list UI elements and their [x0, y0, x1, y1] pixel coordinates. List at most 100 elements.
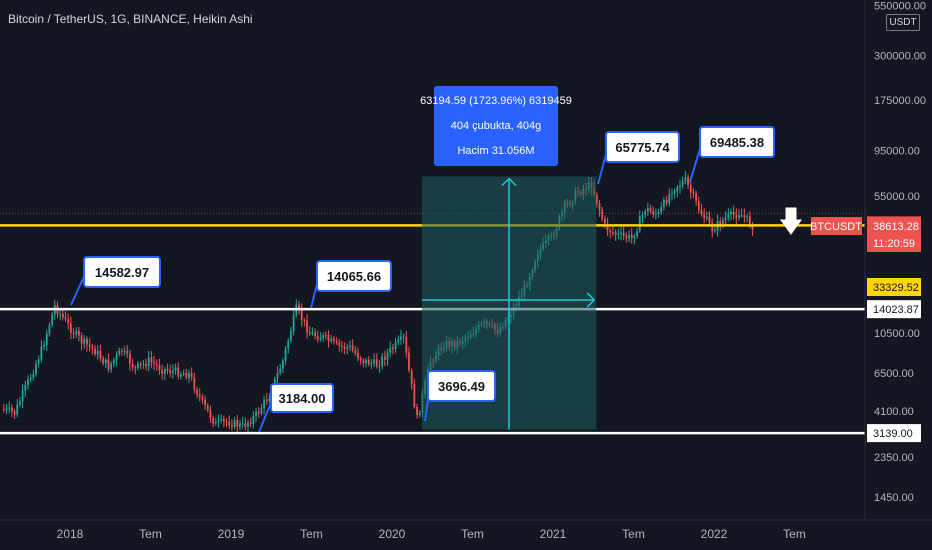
candle-body	[13, 411, 16, 415]
candle-body	[408, 352, 410, 371]
candle-body	[59, 313, 62, 315]
candle-body	[625, 235, 628, 239]
candle-body	[287, 340, 290, 349]
candle-body	[724, 217, 727, 221]
candle-body	[217, 420, 220, 422]
time-tick-label: 2018	[57, 527, 84, 541]
time-axis-bg	[0, 520, 932, 550]
candle-body	[746, 216, 748, 218]
candle-body	[332, 338, 335, 341]
candle-body	[394, 342, 397, 350]
candle-body	[5, 408, 8, 410]
candle-body	[719, 221, 722, 226]
candle-body	[265, 399, 268, 401]
markers-layer: BTCUSDT	[780, 207, 862, 235]
candle-body	[94, 348, 96, 355]
current-price-tag-label: 33329.52	[873, 282, 919, 294]
candle-body	[314, 332, 316, 336]
candle-body	[209, 410, 212, 418]
candle-body	[697, 201, 700, 211]
candle-body	[649, 208, 652, 212]
candle-body	[171, 370, 174, 373]
candle-body	[107, 359, 110, 370]
candle-body	[257, 411, 260, 414]
candle-body	[231, 425, 233, 427]
candle-body	[86, 338, 88, 345]
candle-body	[241, 423, 244, 425]
chart-title: Bitcoin / TetherUS, 1G, BINANCE, Heikin …	[8, 12, 253, 26]
candle-body	[67, 319, 70, 324]
callout-label: 14065.66	[327, 269, 381, 284]
candle-body	[233, 419, 236, 427]
candle-body	[330, 338, 333, 341]
candle-body	[131, 363, 134, 368]
candle-body	[32, 373, 35, 378]
candle-body	[660, 207, 663, 213]
measure-info-box	[434, 86, 558, 166]
candle-body	[27, 379, 29, 386]
candle-body	[684, 177, 687, 182]
candle-body	[418, 412, 421, 416]
candle-body	[687, 177, 689, 186]
candle-body	[193, 377, 196, 390]
callout-box	[699, 126, 775, 158]
candle-body	[174, 367, 177, 371]
time-tick-label: Tem	[461, 527, 484, 541]
symbol-tag	[811, 217, 862, 235]
candle-body	[700, 210, 703, 215]
candle-body	[51, 314, 54, 326]
candle-body	[214, 421, 217, 424]
candle-body	[161, 370, 164, 374]
price-tick-label: 55000.00	[874, 191, 920, 203]
candle-body	[10, 407, 13, 412]
candle-body	[70, 323, 72, 333]
candle-body	[75, 330, 78, 335]
price-tick-label: 550000.00	[874, 0, 926, 12]
candle-body	[2, 409, 5, 411]
candle-body	[657, 212, 660, 214]
candle-body	[255, 411, 257, 416]
time-axis[interactable]: 2018 Tem 2019 Tem 2020 Tem 2021 Tem 2022 Tem	[0, 519, 932, 550]
currency-label[interactable]: USDT	[886, 14, 920, 31]
candle-body	[727, 213, 730, 218]
price-tick-label: 4100.00	[874, 406, 914, 418]
candle-body	[222, 418, 225, 422]
candle-body	[21, 390, 24, 402]
line-price-tag	[867, 424, 921, 443]
candle-body	[598, 203, 601, 211]
callout-box	[316, 260, 392, 292]
candle-body	[212, 417, 215, 424]
candle-body	[166, 369, 169, 371]
candle-body	[147, 357, 150, 367]
candle-body	[8, 407, 11, 409]
candle-body	[29, 377, 32, 380]
candle-body	[362, 360, 365, 364]
candle-body	[40, 346, 43, 360]
candle-body	[72, 332, 75, 335]
candle-body	[126, 350, 129, 354]
candle-body	[676, 187, 679, 191]
candle-body	[671, 193, 673, 195]
candle-body	[120, 350, 123, 352]
candle-body	[633, 236, 636, 239]
candle-body	[606, 223, 609, 231]
candle-body	[123, 350, 126, 352]
candle-body	[134, 367, 137, 369]
candle-body	[692, 192, 695, 194]
candle-body	[714, 230, 716, 232]
candle-body	[381, 356, 384, 366]
measure-info-line: 404 çubukta, 404g	[451, 120, 542, 132]
candle-body	[110, 363, 113, 370]
candle-body	[319, 337, 322, 340]
candle-body	[638, 216, 641, 231]
candle-body	[16, 404, 19, 415]
candle-body	[357, 353, 359, 359]
candle-body	[708, 216, 711, 223]
candle-body	[19, 401, 21, 405]
arrow-head-icon	[586, 292, 596, 308]
candle-body	[612, 232, 614, 234]
candle-body	[188, 373, 190, 378]
price-axis[interactable]: 550000.00 300000.00 175000.00 95000.00 55000…	[864, 0, 932, 550]
candle-body	[673, 190, 676, 194]
